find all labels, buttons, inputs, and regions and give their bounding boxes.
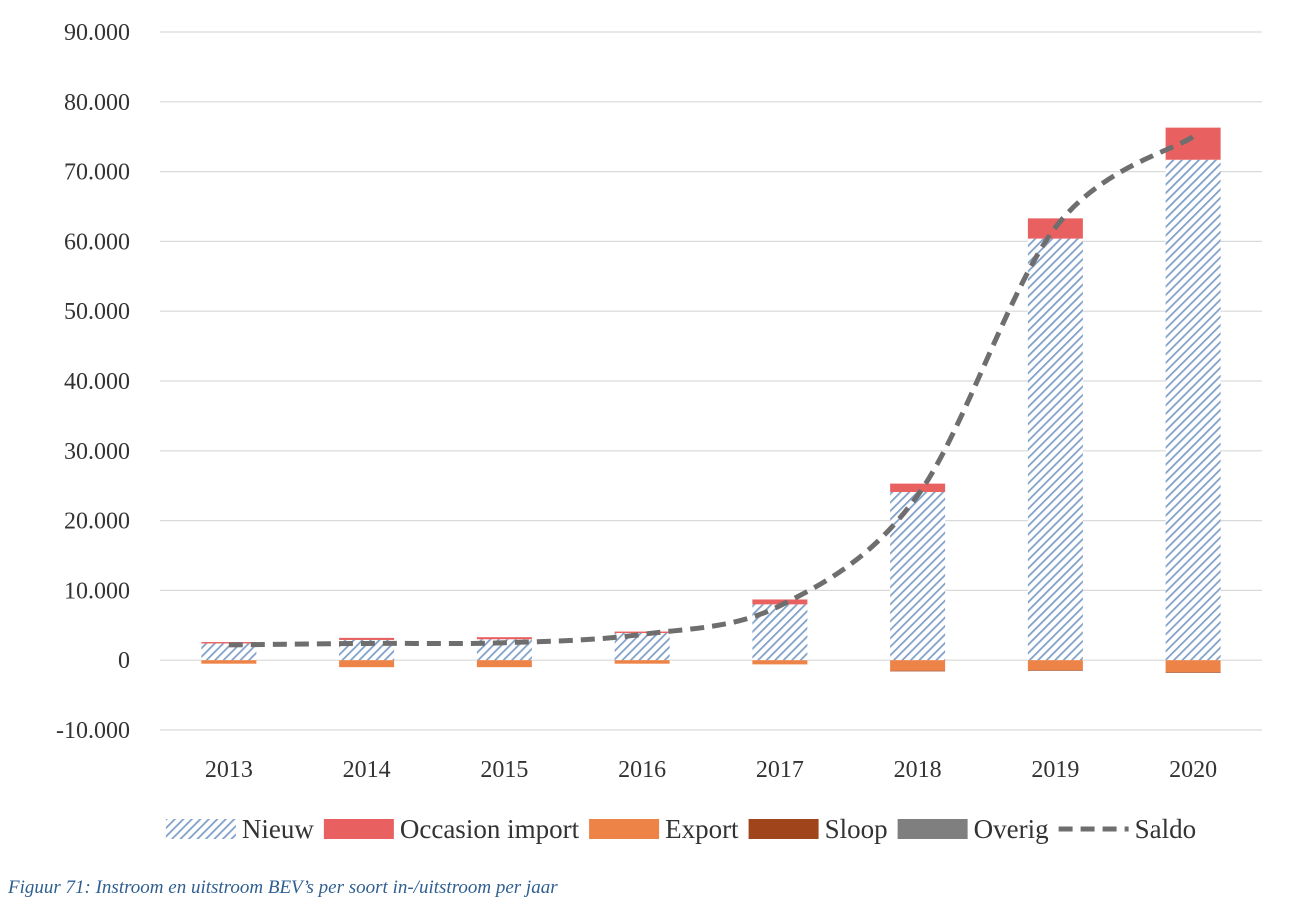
bar-segment <box>890 483 946 492</box>
y-tick-label: 30.000 <box>64 439 130 465</box>
x-tick-label: 2013 <box>205 757 253 783</box>
bar-segment <box>1165 672 1221 673</box>
legend-label: Saldo <box>1135 814 1197 844</box>
x-tick-label: 2019 <box>1031 757 1079 783</box>
y-tick-label: 0 <box>118 648 130 674</box>
bar-segment <box>890 491 946 661</box>
bar-segment <box>339 660 395 668</box>
bar-segment <box>1027 660 1083 670</box>
line <box>228 134 1195 648</box>
y-tick-label: 70.000 <box>64 160 130 186</box>
bar-segment <box>1165 660 1221 673</box>
y-tick-label: -10.000 <box>56 718 130 744</box>
bar-segment <box>752 599 808 605</box>
bar-segment <box>201 643 257 661</box>
legend-label: Occasion import <box>400 814 580 844</box>
caption: Figuur 71: Instroom en uitstroom BEV’s p… <box>7 877 558 898</box>
x-tick-label: 2018 <box>894 757 942 783</box>
y-tick-label: 40.000 <box>64 369 130 395</box>
bar-segment <box>1027 238 1083 661</box>
y-tick-label: 20.000 <box>64 509 130 535</box>
bar-segment <box>1165 159 1221 661</box>
bar-segment <box>1165 127 1221 160</box>
x-tick-label: 2017 <box>756 757 804 783</box>
bar-segment <box>752 660 808 665</box>
x-tick-label: 2014 <box>343 757 391 783</box>
bar-segment <box>476 637 532 640</box>
legend-swatch <box>165 819 236 839</box>
legend-label: Sloop <box>825 814 888 844</box>
legend-swatch <box>323 819 394 839</box>
y-tick-label: 60.000 <box>64 229 130 255</box>
bar-segment <box>201 660 257 664</box>
x-tick-label: 2015 <box>480 757 528 783</box>
bar-segment <box>1027 669 1083 671</box>
legend-label: Export <box>665 814 739 844</box>
y-tick-label: 10.000 <box>64 578 130 604</box>
x-tick-label: 2016 <box>618 757 666 783</box>
y-tick-label: 80.000 <box>64 90 130 116</box>
legend-label: Overig <box>974 814 1049 844</box>
x-tick-label: 2020 <box>1169 757 1217 783</box>
legend-label: Nieuw <box>242 814 314 844</box>
bar-segment <box>614 631 670 633</box>
bar-segment <box>890 660 946 671</box>
bar-segment <box>339 637 395 640</box>
bar-segment <box>614 660 670 664</box>
legend-swatch <box>589 819 660 839</box>
y-tick-label: 90.000 <box>64 20 130 46</box>
y-tick-label: 50.000 <box>64 299 130 325</box>
bar-segment <box>890 670 946 672</box>
legend-swatch <box>897 819 968 839</box>
bar-segment <box>614 632 670 661</box>
legend-swatch <box>748 819 819 839</box>
bar-segment <box>476 660 532 668</box>
